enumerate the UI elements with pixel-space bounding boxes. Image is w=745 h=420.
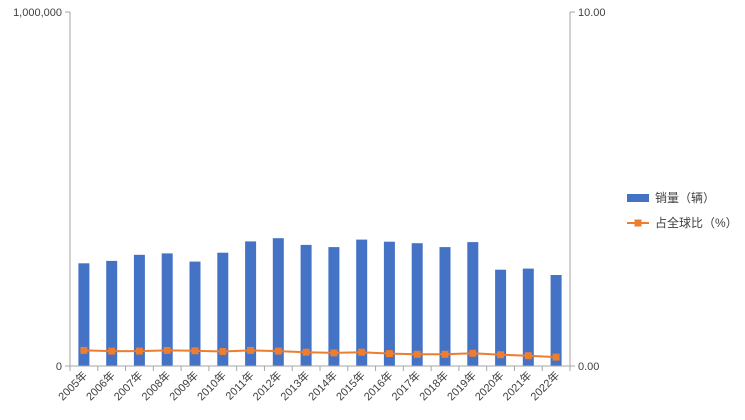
bar-2017年 [411, 243, 423, 366]
x-tick-label: 2011年 [222, 368, 256, 402]
marker-2014年 [330, 349, 338, 357]
bar-2008年 [161, 253, 173, 366]
bar-2015年 [356, 239, 368, 366]
bar-2010年 [217, 252, 229, 366]
line-share-global [83, 349, 557, 359]
bar-2012年 [272, 238, 284, 366]
bar-2009年 [189, 261, 201, 366]
x-tick-label: 2010年 [194, 368, 229, 403]
x-tick-label: 2012年 [249, 368, 284, 403]
legend-swatch-marker [634, 219, 642, 227]
marker-2013年 [302, 348, 310, 356]
marker-2011年 [247, 346, 255, 354]
marker-2007年 [135, 347, 143, 355]
marker-2006年 [108, 347, 116, 355]
x-tick-label: 2006年 [83, 368, 118, 403]
marker-2005年 [80, 346, 88, 354]
marker-2020年 [497, 351, 505, 359]
marker-2015年 [358, 348, 366, 356]
marker-2017年 [413, 350, 421, 358]
marker-2022年 [552, 353, 560, 361]
x-tick-label: 2022年 [527, 368, 562, 403]
plot-area [78, 238, 562, 366]
marker-2012年 [274, 347, 282, 355]
bar-2021年 [522, 268, 534, 366]
bar-2005年 [78, 263, 90, 366]
bar-2014年 [328, 247, 340, 366]
x-tick-label: 2014年 [305, 368, 340, 403]
marker-2010年 [219, 348, 227, 355]
bar-2006年 [106, 260, 118, 366]
marker-2018年 [441, 350, 449, 358]
bar-2022年 [550, 275, 562, 366]
legend-label-bar: 销量（辆） [655, 191, 715, 205]
y-right-tick-label: 0.00 [578, 361, 599, 373]
x-tick-label: 2017年 [388, 368, 423, 403]
bar-2011年 [245, 241, 257, 366]
bar-2007年 [133, 254, 145, 366]
y-left-tick-label: 0 [56, 361, 62, 373]
x-tick-label: 2009年 [166, 368, 201, 403]
bar-2016年 [383, 241, 395, 366]
y-right-tick-label: 10.00 [578, 7, 606, 19]
bar-2013年 [300, 244, 312, 366]
marker-2021年 [524, 352, 532, 360]
marker-2009年 [191, 347, 199, 355]
x-tick-label: 2019年 [444, 368, 479, 403]
x-tick-label: 2007年 [111, 368, 146, 403]
bar-2019年 [467, 242, 479, 366]
x-tick-label: 2021年 [499, 368, 534, 403]
x-tick-label: 2018年 [416, 368, 451, 403]
marker-2008年 [163, 346, 171, 354]
marker-2019年 [469, 349, 477, 357]
x-tick-label: 2015年 [333, 368, 368, 403]
legend-swatch-bar [627, 194, 649, 202]
legend: 销量（辆） 占全球比（%） [627, 191, 738, 230]
x-tick-label: 2013年 [277, 368, 312, 403]
x-tick-label: 2016年 [361, 368, 396, 403]
marker-2016年 [385, 350, 393, 358]
legend-label-line: 占全球比（%） [655, 215, 738, 230]
bar-2020年 [495, 269, 507, 366]
x-tick-label: 2008年 [138, 368, 173, 403]
bar-2018年 [439, 247, 451, 366]
y-left-tick-label: 1,000,000 [13, 7, 62, 19]
x-tick-label: 2005年 [55, 368, 90, 403]
x-tick-label: 2020年 [472, 368, 507, 403]
